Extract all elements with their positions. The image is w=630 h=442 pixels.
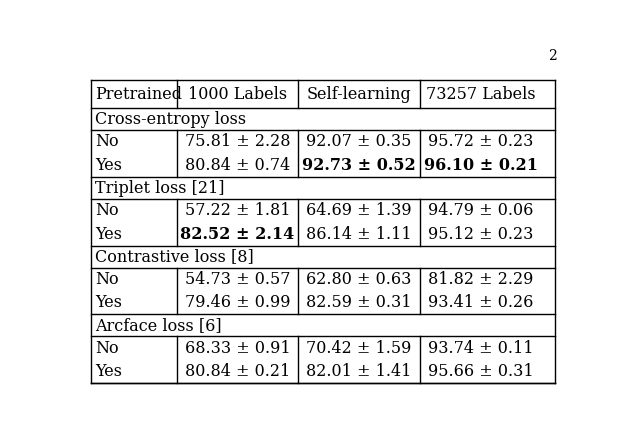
Text: 79.46 ± 0.99: 79.46 ± 0.99 [185,294,290,311]
Text: 81.82 ± 2.29: 81.82 ± 2.29 [428,271,533,288]
Text: Triplet loss [21]: Triplet loss [21] [95,179,224,197]
Text: 93.41 ± 0.26: 93.41 ± 0.26 [428,294,533,311]
Text: Yes: Yes [95,225,122,243]
Text: 1000 Labels: 1000 Labels [188,86,287,103]
Text: 62.80 ± 0.63: 62.80 ± 0.63 [306,271,412,288]
Text: 95.66 ± 0.31: 95.66 ± 0.31 [428,363,534,380]
Text: Yes: Yes [95,363,122,380]
Text: 93.74 ± 0.11: 93.74 ± 0.11 [428,339,534,357]
Text: No: No [95,202,118,219]
Text: 57.22 ± 1.81: 57.22 ± 1.81 [185,202,290,219]
Text: 92.73 ± 0.52: 92.73 ± 0.52 [302,157,416,174]
Text: Contrastive loss [8]: Contrastive loss [8] [95,248,254,265]
Text: 95.72 ± 0.23: 95.72 ± 0.23 [428,133,533,150]
Text: 80.84 ± 0.21: 80.84 ± 0.21 [185,363,290,380]
Text: No: No [95,339,118,357]
Text: 92.07 ± 0.35: 92.07 ± 0.35 [306,133,412,150]
Text: Arcface loss [6]: Arcface loss [6] [95,317,222,334]
Text: Yes: Yes [95,157,122,174]
Text: 86.14 ± 1.11: 86.14 ± 1.11 [306,225,412,243]
Text: 82.52 ± 2.14: 82.52 ± 2.14 [180,225,295,243]
Text: Yes: Yes [95,294,122,311]
Text: No: No [95,271,118,288]
Text: 96.10 ± 0.21: 96.10 ± 0.21 [423,157,537,174]
Text: Cross-entropy loss: Cross-entropy loss [95,111,246,128]
Text: 2: 2 [549,49,558,63]
Text: 94.79 ± 0.06: 94.79 ± 0.06 [428,202,533,219]
Text: 54.73 ± 0.57: 54.73 ± 0.57 [185,271,290,288]
Text: 95.12 ± 0.23: 95.12 ± 0.23 [428,225,533,243]
Text: 73257 Labels: 73257 Labels [426,86,536,103]
Text: 70.42 ± 1.59: 70.42 ± 1.59 [306,339,412,357]
Text: 68.33 ± 0.91: 68.33 ± 0.91 [185,339,290,357]
Text: 75.81 ± 2.28: 75.81 ± 2.28 [185,133,290,150]
Text: Self-learning: Self-learning [307,86,411,103]
Text: No: No [95,133,118,150]
Text: 64.69 ± 1.39: 64.69 ± 1.39 [306,202,412,219]
Text: 82.01 ± 1.41: 82.01 ± 1.41 [306,363,412,380]
Text: 80.84 ± 0.74: 80.84 ± 0.74 [185,157,290,174]
Text: Pretrained: Pretrained [95,86,182,103]
Text: 82.59 ± 0.31: 82.59 ± 0.31 [306,294,412,311]
